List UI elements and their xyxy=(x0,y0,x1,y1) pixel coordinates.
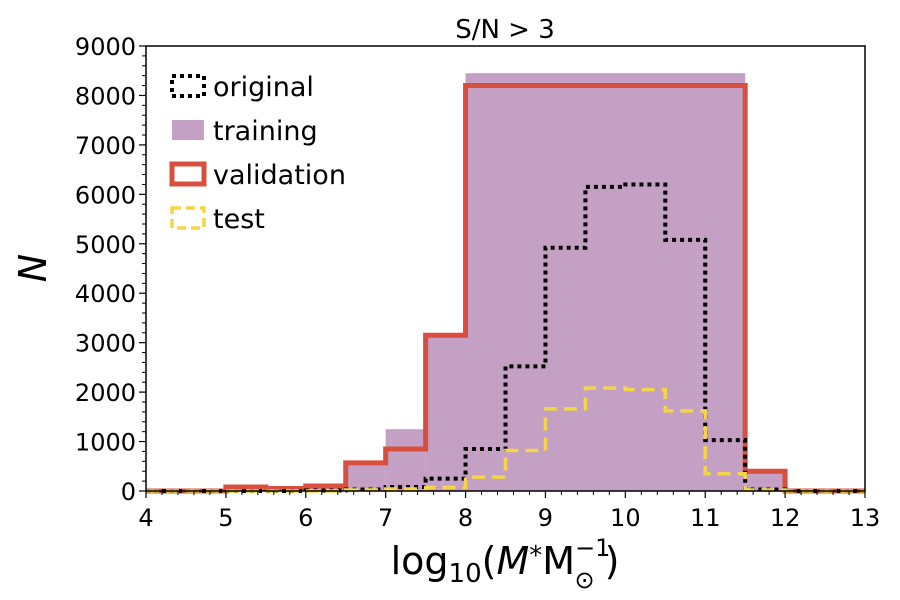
legend-label-training: training xyxy=(213,116,318,147)
y-tick-label: 5000 xyxy=(75,231,136,259)
x-axis-label: log10(M*M−1 ⊙) xyxy=(391,534,620,594)
y-tick-label: 7000 xyxy=(75,132,136,160)
legend: original training validation test xyxy=(169,72,346,235)
series-original xyxy=(146,182,865,493)
x-tick-label: 13 xyxy=(850,504,881,532)
series-test xyxy=(146,386,865,493)
x-tick-label: 10 xyxy=(610,504,641,532)
legend-swatch-validation xyxy=(169,161,207,187)
training-bar xyxy=(465,73,746,491)
series-validation xyxy=(146,83,865,494)
legend-label-test: test xyxy=(213,204,265,235)
y-tick-label: 8000 xyxy=(75,82,136,110)
y-tick-label: 1000 xyxy=(75,429,136,457)
plot-frame xyxy=(145,45,866,492)
test-step-line xyxy=(146,386,865,493)
x-tick-label: 4 xyxy=(138,504,153,532)
series-layer xyxy=(146,73,865,494)
legend-item-validation: validation xyxy=(169,160,346,191)
x-label-unit-sup: −1 xyxy=(575,534,610,562)
x-label-unit: M xyxy=(542,539,575,583)
x-label-log-sub: 10 xyxy=(449,559,482,589)
training-bar xyxy=(345,463,386,491)
x-tick-label: 9 xyxy=(538,504,553,532)
y-tick-label: 4000 xyxy=(75,280,136,308)
legend-swatch-test xyxy=(170,206,206,230)
x-tick-label: 6 xyxy=(298,504,313,532)
x-tick-label: 7 xyxy=(378,504,393,532)
x-tick-label: 5 xyxy=(218,504,233,532)
legend-item-original: original xyxy=(170,72,314,103)
x-label-close: ) xyxy=(605,539,620,583)
x-axis-ticks: 4 5 6 7 8 9 10 11 12 13 xyxy=(138,491,880,532)
training-bar xyxy=(425,335,466,491)
x-label-unit-sub: ⊙ xyxy=(574,566,594,594)
x-label-var: M xyxy=(496,539,529,583)
x-tick-label: 12 xyxy=(770,504,801,532)
y-tick-label: 9000 xyxy=(75,33,136,61)
y-tick-label: 3000 xyxy=(75,330,136,358)
series-training xyxy=(225,73,786,491)
x-label-open: ( xyxy=(482,539,497,583)
validation-step-line xyxy=(146,83,865,494)
legend-swatch-training xyxy=(172,120,204,140)
training-bar xyxy=(745,471,786,491)
legend-item-test: test xyxy=(170,204,265,235)
y-tick-label: 0 xyxy=(121,478,136,506)
x-tick-label: 11 xyxy=(690,504,721,532)
y-tick-label: 2000 xyxy=(75,379,136,407)
chart-title: S/N > 3 xyxy=(455,15,555,45)
legend-label-original: original xyxy=(213,72,314,103)
x-tick-label: 8 xyxy=(458,504,473,532)
y-axis-label: N xyxy=(11,254,55,282)
y-axis-ticks: 0 1000 2000 3000 4000 5000 6000 7000 8000 9000 xyxy=(75,33,146,506)
original-step-line xyxy=(146,182,865,493)
legend-label-validation: validation xyxy=(213,160,346,191)
y-tick-label: 6000 xyxy=(75,181,136,209)
legend-item-training: training xyxy=(172,116,318,147)
x-label-var-sub: * xyxy=(529,541,542,571)
legend-swatch-original xyxy=(170,74,206,98)
training-bar xyxy=(385,429,426,491)
x-label-log: log xyxy=(391,539,449,583)
